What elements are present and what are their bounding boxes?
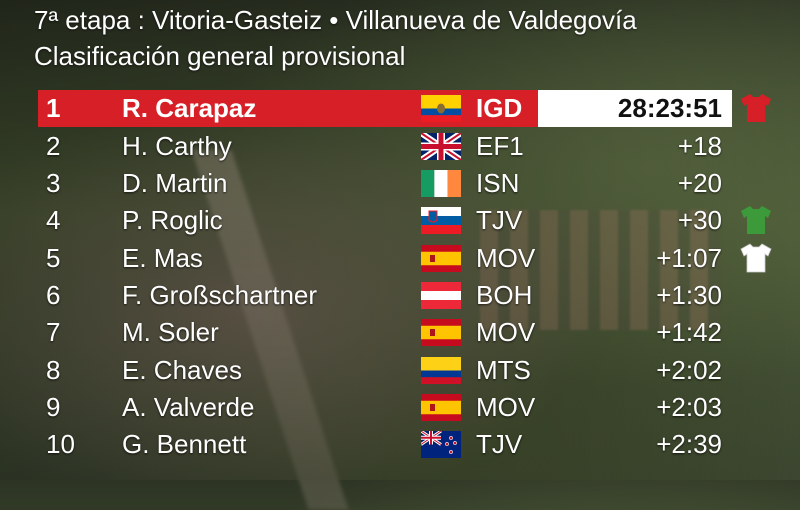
team-code: IGD [476, 93, 523, 123]
rider-name: A. Valverde [122, 392, 255, 422]
time-gap: +2:02 [656, 355, 722, 385]
rider-name: D. Martin [122, 168, 228, 198]
row-position: 7 [46, 317, 61, 347]
rider-name: E. Mas [122, 243, 203, 273]
standings-row-8: 8 E. Chaves MTS +2:02 [0, 352, 800, 389]
colombia-flag-icon [421, 357, 461, 384]
row-position: 3 [46, 168, 61, 198]
row-position: 9 [46, 392, 61, 422]
team-code: MTS [476, 355, 531, 385]
time-gap: +1:07 [656, 243, 722, 273]
slovenia-flag-icon [421, 207, 461, 234]
team-code: EF1 [476, 131, 524, 161]
rider-name: G. Bennett [122, 429, 247, 459]
austria-flag-icon [421, 282, 461, 309]
standings-row-4: 4 P. Roglic TJV +30 [0, 202, 800, 239]
team-code: MOV [476, 243, 536, 273]
background-village [480, 210, 720, 330]
leader-time-box [538, 90, 732, 127]
team-code: BOH [476, 280, 533, 310]
standings-row-3: 3 D. Martin ISN +20 [0, 165, 800, 202]
standings-row-7: 7 M. Soler MOV +1:42 [0, 314, 800, 351]
red-jersey-icon [741, 94, 771, 122]
team-code: MOV [476, 392, 536, 422]
background-overlay [0, 0, 800, 480]
new-zealand-flag-icon [421, 431, 461, 458]
standings-row-10: 10 G. Bennett TJV +2:39 [0, 426, 800, 463]
spain-flag-icon [421, 245, 461, 272]
spain-flag-icon [421, 319, 461, 346]
rider-name: H. Carthy [122, 131, 232, 161]
row-position: 10 [46, 429, 75, 459]
standings-row-2: 2 H. Carthy EF1 +18 [0, 128, 800, 165]
team-code: MOV [476, 317, 536, 347]
white-jersey-icon [740, 243, 772, 273]
row-position: 4 [46, 205, 61, 235]
row-position: 1 [46, 93, 61, 123]
standings-row-5: 5 E. Mas MOV +1:07 [0, 240, 800, 277]
rider-name: F. Großschartner [122, 280, 318, 310]
row-position: 5 [46, 243, 61, 273]
uk-flag-icon [421, 133, 461, 160]
row-position: 2 [46, 131, 61, 161]
time-gap: +30 [677, 205, 722, 235]
time-gap: +18 [677, 131, 722, 161]
team-code: TJV [476, 429, 523, 459]
overall-time: 28:23:51 [617, 93, 722, 123]
standings-row-6: 6 F. Großschartner BOH +1:30 [0, 277, 800, 314]
rider-name: E. Chaves [122, 355, 242, 385]
time-gap: +2:39 [656, 429, 722, 459]
row-position: 8 [46, 355, 61, 385]
rider-name: P. Roglic [122, 205, 223, 235]
stage-title: 7ª etapa : Vitoria-Gasteiz • Villanueva … [34, 5, 637, 35]
team-code: TJV [476, 205, 523, 235]
rider-name: M. Soler [122, 317, 219, 347]
standings-row-1: 1 R. Carapaz IGD 28:23:51 [0, 90, 800, 127]
rider-name: R. Carapaz [122, 93, 257, 123]
green-jersey-icon [741, 206, 771, 234]
ireland-flag-icon [421, 170, 461, 197]
row-position: 6 [46, 280, 61, 310]
time-gap: +2:03 [656, 392, 722, 422]
time-gap: +1:30 [656, 280, 722, 310]
classification-title: Clasificación general provisional [34, 41, 406, 71]
header: 7ª etapa : Vitoria-Gasteiz • Villanueva … [34, 2, 637, 74]
team-code: ISN [476, 168, 520, 198]
ecuador-flag-icon [421, 95, 461, 122]
spain-flag-icon [421, 394, 461, 421]
time-gap: +20 [677, 168, 722, 198]
time-gap: +1:42 [656, 317, 722, 347]
standings-row-9: 9 A. Valverde MOV +2:03 [0, 389, 800, 426]
